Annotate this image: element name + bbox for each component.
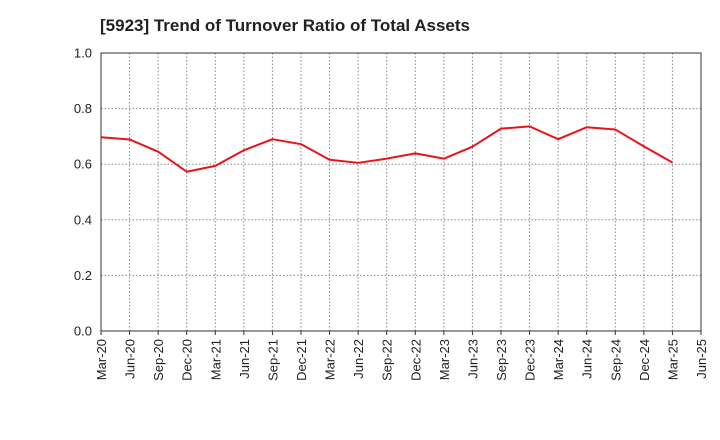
x-tick-label: Mar-22: [323, 339, 338, 380]
chart-title: [5923] Trend of Turnover Ratio of Total …: [100, 16, 470, 35]
series-line: [100, 125, 673, 173]
x-tick-label: Mar-21: [208, 339, 223, 380]
x-tick-label: Sep-20: [151, 339, 166, 381]
x-tick-label: Dec-20: [180, 339, 195, 381]
y-tick-label: 0.2: [74, 268, 92, 283]
y-tick-label: 0.0: [74, 324, 92, 339]
x-tick-label: Jun-22: [351, 339, 366, 379]
y-axis-ticks: 0.0 0.2 0.4 0.6 0.8 1.0: [74, 46, 92, 339]
x-tick-label: Sep-21: [265, 339, 280, 381]
x-tick-label: Dec-22: [408, 339, 423, 381]
x-tick-label: Jun-21: [237, 339, 252, 379]
x-tick-label: Jun-23: [465, 339, 480, 379]
x-tick-label: Dec-24: [637, 339, 652, 381]
x-tick-label: Mar-20: [94, 339, 109, 380]
series-layer: [100, 125, 673, 173]
x-tick-label: Mar-25: [665, 339, 680, 380]
x-tick-label: Jun-25: [694, 339, 709, 379]
x-tick-label: Mar-24: [551, 339, 566, 380]
x-tick-label: Mar-23: [437, 339, 452, 380]
x-tick-label: Jun-24: [580, 339, 595, 379]
x-tick-label: Dec-21: [294, 339, 309, 381]
x-tick-label: Sep-23: [494, 339, 509, 381]
y-tick-label: 1.0: [74, 46, 92, 61]
y-tick-label: 0.4: [74, 212, 92, 227]
y-tick-label: 0.6: [74, 157, 92, 172]
plot-frame: [100, 52, 702, 332]
grid: [101, 53, 701, 331]
x-tick-label: Jun-20: [123, 339, 138, 379]
y-tick-label: 0.8: [74, 101, 92, 116]
x-tick-label: Sep-24: [608, 339, 623, 381]
x-axis-ticks: Mar-20 Jun-20 Sep-20 Dec-20 Mar-21 Jun-21 Sep-…: [94, 331, 709, 381]
x-tick-label: Dec-23: [523, 339, 538, 381]
x-tick-label: Sep-22: [380, 339, 395, 381]
